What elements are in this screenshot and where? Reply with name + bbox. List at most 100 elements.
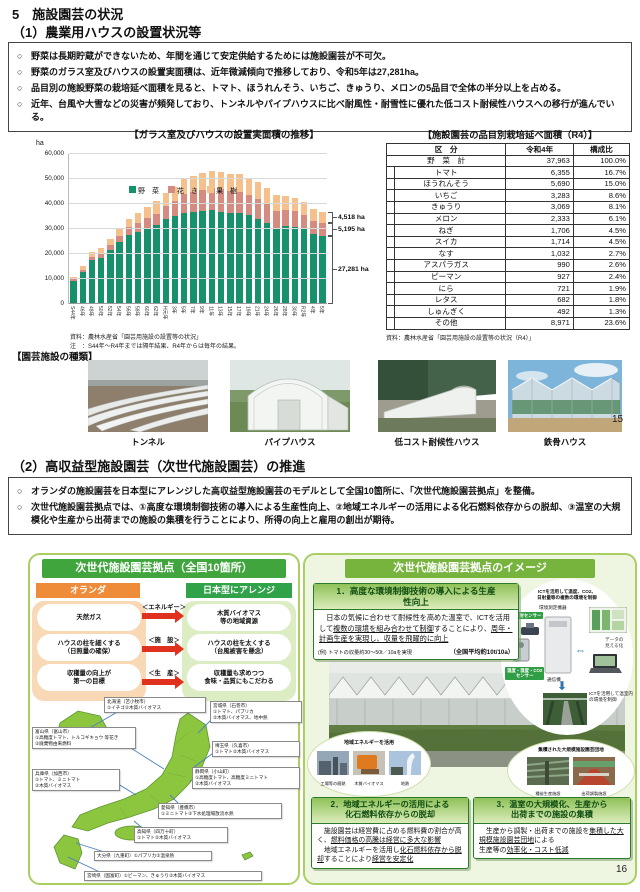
- bar-segment: [199, 189, 206, 212]
- table-cell: しゅんぎく: [385, 305, 507, 318]
- bullet-marker-icon: ○: [17, 502, 23, 513]
- slide1-subtitle: （1）農業用ハウスの設置状況等: [12, 25, 202, 40]
- chart-note: 注 ：S44年～R4年までは隔年結果、R4年からは毎年の結果。: [70, 344, 241, 350]
- arrow-production-icon: [142, 675, 184, 689]
- bar-segment: [273, 227, 280, 304]
- chart-annotation-label: 4,518 ha: [338, 213, 365, 221]
- chart-y-tick: 0: [60, 300, 64, 307]
- stacked-bar: [107, 238, 114, 304]
- chart-y-tick: 40,000: [44, 200, 64, 207]
- table-cell: 1.9%: [572, 282, 631, 295]
- bar-segment: [319, 235, 326, 304]
- bar-segment: [134, 222, 142, 232]
- chart-x-tick: 17年: [235, 306, 242, 317]
- bar-segment: [236, 191, 243, 214]
- table-cell: トマト: [385, 166, 507, 179]
- bullet-item: ○ 次世代施設園芸拠点では、①高度な環境制御技術の導入による生産性向上、②地域エネ…: [17, 501, 623, 527]
- chart-x-tick: 30年: [290, 306, 297, 317]
- shipping-facility-photo: 出荷調製施設: [573, 757, 615, 797]
- jp-energy: 木質バイオマス 等の地域資源: [187, 604, 291, 631]
- nl-energy: 天然ガス: [37, 604, 141, 631]
- table-header-cell: 令和4年: [505, 143, 574, 156]
- solar-sensor-image: [521, 623, 539, 635]
- dashboard-screen-image: [589, 607, 627, 633]
- bar-segment: [181, 179, 188, 195]
- table-cell: 3,283: [505, 189, 574, 202]
- bar-segment: [153, 213, 160, 226]
- page-number-16: 16: [616, 864, 628, 875]
- bar-segment: [236, 213, 243, 304]
- table-cell: 8.6%: [572, 189, 631, 202]
- factory-heat-image: [317, 751, 349, 775]
- shipping-facility-image: [573, 757, 615, 785]
- stacked-bar: [208, 171, 216, 304]
- bar-segment: [153, 201, 160, 214]
- bar-segment: [144, 207, 151, 218]
- slide2-title: （2）高収益型施設園芸（次世代施設園芸）の推進: [12, 459, 306, 474]
- ict-caption: ICTを活用して温度、CO2、 日射量等の複数の環境を制御: [537, 589, 597, 600]
- bar-segment: [227, 212, 234, 304]
- bar-segment: [88, 252, 96, 257]
- image-panel-title: 次世代施設園芸拠点のイメージ: [345, 559, 595, 578]
- bar-segment: [107, 250, 114, 304]
- bar-segment: [300, 202, 308, 215]
- measure2-body: 施設園芸は経営費に占める燃料費の割合が高く、燃料価格の高騰は経営に多大な影響 地…: [317, 827, 462, 864]
- bar-segment: [208, 210, 216, 304]
- nl-production: 収穫量の向上が 第一の目標: [37, 664, 141, 691]
- chart-x-tick: 26年: [271, 306, 278, 317]
- stacked-bar: [162, 192, 170, 304]
- jp-production: 収穫量も求めつつ 食味・品質にもこだわる: [187, 664, 291, 691]
- table-cell: にら: [385, 282, 507, 295]
- chart-x-tick: 5年: [318, 306, 325, 314]
- chart-x-tick: 24年: [262, 306, 269, 317]
- table-row: しゅんぎく 492 1.3%: [385, 305, 631, 318]
- chart-x-tick: H元年: [161, 306, 168, 320]
- table-cell: ほうれんそう: [385, 177, 507, 191]
- table-row: メロン 2,333 6.1%: [385, 212, 631, 226]
- bar-segment: [190, 212, 197, 304]
- stacked-bar: [153, 201, 160, 304]
- biomass-caption: 木質バイオマス: [354, 781, 384, 786]
- bar-segment: [291, 198, 299, 212]
- measure3-body: 生産から調製・出荷までの施設を集積した大規模施設園芸団地による 生産等の効率化・…: [479, 827, 624, 854]
- bar-segment: [254, 181, 262, 200]
- chart-source: 資料：農林水産省「園芸用施設の設置等の状況」: [70, 335, 203, 341]
- bar-segment: [79, 269, 87, 272]
- bar-segment: [245, 194, 252, 216]
- bar-segment: [88, 260, 96, 304]
- bar-segment: [134, 231, 142, 304]
- table-row: きゅうり 3,069 8.1%: [385, 200, 631, 214]
- chart-x-tick: 54年: [115, 306, 122, 317]
- bar-segment: [273, 210, 280, 228]
- table-row: ほうれんそう 5,690 15.0%: [385, 177, 631, 191]
- tunnel-photo: [87, 360, 209, 437]
- chart-x-tick: 11年: [207, 306, 214, 317]
- table-cell: メロン: [385, 212, 507, 226]
- bar-segment: [79, 272, 87, 304]
- low-cost-house-caption: 低コスト耐候性ハウス: [394, 437, 480, 447]
- bar-segment: [199, 211, 206, 304]
- biomass-photo: 木質バイオマス: [353, 751, 385, 787]
- bar-segment: [125, 218, 133, 228]
- stacked-bar: [319, 211, 326, 304]
- cluster-bubble: 集積された大規模施設園芸団地 種苗生産施設 出荷調製施設: [507, 739, 635, 803]
- bar-segment: [144, 228, 151, 304]
- table-row: にら 721 1.9%: [385, 282, 631, 295]
- table-cell: スイカ: [385, 235, 507, 249]
- chart-x-tick: R2年: [299, 306, 306, 318]
- bar-segment: [254, 219, 262, 304]
- stacked-bar: [300, 202, 308, 304]
- map-site-label: 兵庫県（加西市） ①トマト、ミニトマト ②木質バイオマス: [32, 769, 120, 791]
- map-site-label: 埼玉県（久喜市） ①トマト②木質バイオマス: [212, 741, 300, 757]
- laptop-image: [589, 654, 622, 673]
- bar-segment: [208, 188, 216, 211]
- chart-x-axis: S44年 46年 48年 50年 52年 54年 56年 58年 60年 62年 H元年 3年 5年 7年…: [68, 305, 326, 333]
- arrow-energy-icon: [142, 609, 184, 623]
- chart-legend: 野 菜花 き果 樹: [129, 186, 237, 196]
- netherlands-header: オランダ: [36, 583, 140, 598]
- chart-x-tick: 13年: [216, 306, 223, 317]
- table-cell: きゅうり: [385, 200, 507, 214]
- chart-annotation-label: 5,195 ha: [338, 225, 365, 233]
- ict-device-label: 環境測定機器: [539, 605, 567, 610]
- bar-segment: [319, 211, 326, 223]
